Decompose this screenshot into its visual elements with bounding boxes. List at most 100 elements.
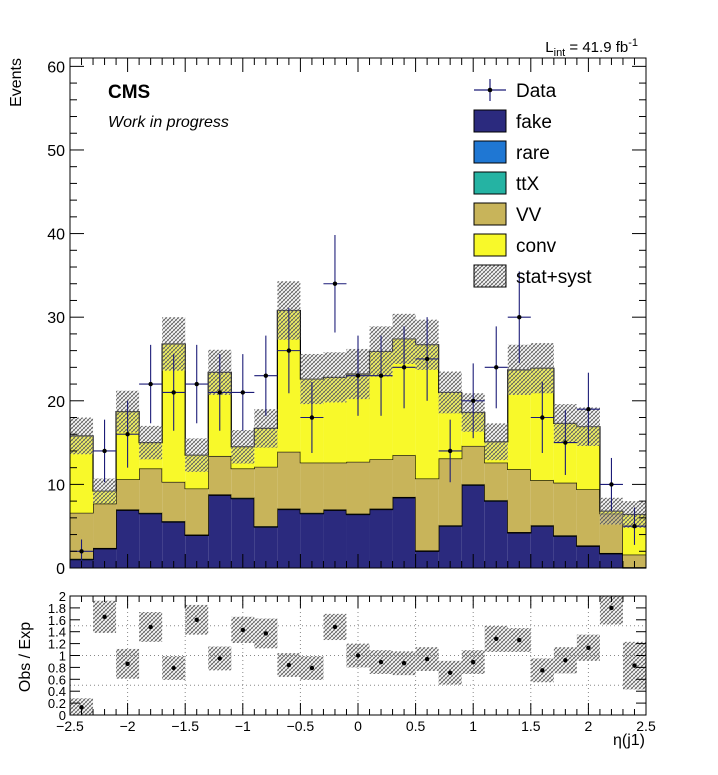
legend-entry-data: Data [474,79,557,102]
bar-fake-21 [553,536,577,568]
unc-box-11 [323,352,347,403]
ratio-points [79,605,637,710]
legend-label: fake [516,112,552,133]
ratio-y-tick-label: 2 [59,589,66,604]
ratio-x-tick-label: −2.5 [56,718,84,734]
data-point-1 [93,419,117,483]
ratio-point-3 [148,624,153,630]
data-marker [378,373,384,378]
ratio-y-tick-label: 0.2 [48,696,66,711]
ratio-x-tick-label: 2.5 [636,718,656,734]
ratio-y-tick-label: 1.2 [48,637,66,652]
data-marker [517,314,522,320]
data-point-22 [576,372,600,446]
data-point-18 [484,326,508,409]
data-point-12 [346,335,370,416]
bar-vv-8 [254,466,278,527]
ratio-point-2 [125,661,130,667]
ratio-xlabel: η(j1) [613,732,645,749]
bar-fake-17 [461,485,485,568]
data-marker [332,281,338,286]
bar-vv-11 [323,462,347,510]
bar-vv-12 [346,461,370,514]
legend-label: conv [516,236,557,257]
cms-label: CMS [108,82,150,103]
data-marker [148,381,153,387]
bar-conv-15 [415,344,439,479]
data-marker [240,390,245,395]
ratio-point-11 [332,624,338,630]
bar-fake-3 [139,513,163,568]
data-point-5 [185,344,209,424]
unc-box-23 [599,497,623,525]
data-points [70,234,646,564]
legend-swatch [473,202,507,226]
ratio-band-box-23 [599,596,623,625]
unc-box-10 [300,353,324,405]
bar-vv-1 [93,503,117,548]
bar-vv-17 [461,445,485,485]
ratio-point-19 [517,637,522,643]
bar-fake-9 [277,509,301,568]
ratio-point-15 [424,656,430,662]
bar-vv-16 [438,458,462,526]
bar-vv-7 [231,468,255,498]
bar-fake-11 [323,510,347,568]
ratio-x-tick-label: 0 [354,718,362,734]
unc-box-20 [530,343,554,394]
data-marker [125,432,130,437]
data-marker [79,549,84,554]
ratio-point-18 [494,636,499,642]
legend-swatch [473,264,507,288]
ratio-point-10 [309,665,315,671]
data-point-16 [438,419,462,483]
data-point-3 [139,344,163,424]
ratio-point-6 [217,656,222,661]
bar-fake-19 [507,532,531,568]
legend-entry-ttx: ttX [473,171,540,195]
ratio-y-tick-label: 1.6 [48,613,66,628]
data-point-6 [208,354,232,431]
ratio-x-tick-label: 0.5 [406,718,426,734]
ratio-point-24 [632,663,637,668]
ratio-point-22 [586,645,591,650]
legend-swatch [473,140,507,164]
ratio-point-0 [79,705,84,710]
legend-label: Data [516,81,557,102]
bar-vv-15 [415,478,439,551]
data-marker [102,448,107,454]
main-y-axis: 0 10 20 30 40 50 60 [47,58,647,578]
bar-vv-5 [185,488,209,535]
data-marker [471,398,476,403]
data-marker [447,448,453,454]
legend-label: rare [516,143,550,164]
data-marker [286,348,292,353]
ratio-point-23 [609,605,614,611]
ratio-point-8 [263,631,269,636]
y-tick-label: 40 [47,227,65,244]
data-marker [171,390,176,395]
y-tick-label: 30 [47,310,65,327]
legend-swatch [473,233,507,257]
data-marker [309,415,315,420]
legend-label: VV [516,205,542,226]
unc-box-3 [139,425,163,460]
data-marker [194,381,199,387]
unc-box-0 [70,417,94,455]
bar-fake-18 [484,501,508,568]
bar-fake-10 [300,513,324,568]
data-point-9 [277,307,301,394]
bar-vv-20 [530,480,554,526]
data-point-8 [254,335,278,416]
bar-vv-2 [116,479,140,510]
data-point-20 [530,382,554,453]
bar-vv-14 [392,455,416,497]
bar-vv-4 [162,481,186,522]
ratio-point-5 [194,617,199,622]
bar-vv-10 [300,462,324,513]
ratio-point-4 [171,665,176,671]
legend-entry-fake: fake [473,109,552,133]
data-point-21 [553,410,577,475]
data-marker [586,406,591,412]
bar-vv-19 [507,469,531,533]
